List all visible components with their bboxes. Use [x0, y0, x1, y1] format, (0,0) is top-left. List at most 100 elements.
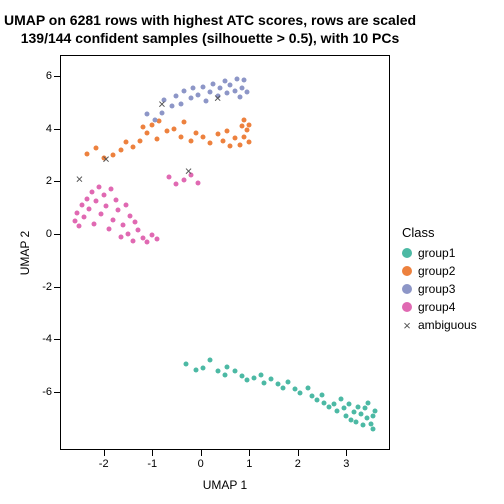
y-tick [54, 234, 60, 235]
y-tick-label: -4 [32, 333, 52, 345]
x-tick-label: 3 [343, 458, 349, 470]
data-point-group1 [358, 412, 363, 417]
data-point-group2 [208, 141, 213, 146]
data-point-group1 [364, 416, 369, 421]
x-tick [346, 450, 347, 456]
data-point-group4 [87, 207, 92, 212]
plot-area: ××××× [60, 55, 390, 450]
data-point-group3 [244, 89, 249, 94]
y-tick-label: 4 [32, 123, 52, 135]
data-point-ambiguous: × [214, 92, 222, 105]
data-point-group1 [368, 421, 373, 426]
data-point-group4 [116, 208, 121, 213]
data-point-group2 [227, 143, 232, 148]
data-point-group2 [130, 145, 135, 150]
data-point-group3 [208, 89, 213, 94]
data-point-group2 [215, 132, 220, 137]
data-point-group1 [208, 358, 213, 363]
data-point-group3 [191, 85, 196, 90]
y-tick [54, 392, 60, 393]
data-point-ambiguous: × [102, 153, 110, 166]
data-point-group3 [196, 92, 201, 97]
legend-cross-icon: × [402, 320, 412, 330]
legend-swatch-icon [402, 266, 412, 276]
y-tick-label: 6 [32, 70, 52, 82]
data-point-group4 [196, 180, 201, 185]
data-point-group2 [140, 125, 145, 130]
data-point-group4 [72, 218, 77, 223]
data-point-group1 [373, 408, 378, 413]
data-point-group4 [91, 221, 96, 226]
data-point-group1 [215, 369, 220, 374]
data-point-group4 [84, 196, 89, 201]
y-tick [54, 339, 60, 340]
data-point-group3 [242, 78, 247, 83]
data-point-group4 [99, 212, 104, 217]
data-point-group1 [362, 405, 367, 410]
x-tick [249, 450, 250, 456]
data-point-group1 [244, 378, 249, 383]
data-point-group4 [108, 187, 113, 192]
data-point-group3 [203, 99, 208, 104]
data-point-group2 [189, 138, 194, 143]
data-point-group3 [225, 91, 230, 96]
plot-border [60, 55, 390, 450]
data-point-group1 [305, 386, 310, 391]
data-point-group4 [111, 217, 116, 222]
data-point-group1 [354, 420, 359, 425]
data-point-group4 [89, 189, 94, 194]
x-tick [152, 450, 153, 456]
data-point-group2 [247, 139, 252, 144]
title-line-1: UMAP on 6281 rows with highest ATC score… [0, 12, 420, 30]
x-tick-label: 2 [295, 458, 301, 470]
data-point-group4 [133, 220, 138, 225]
data-point-group1 [193, 367, 198, 372]
data-point-group4 [113, 197, 118, 202]
data-point-group3 [169, 104, 174, 109]
data-point-group3 [218, 85, 223, 90]
data-point-group1 [341, 405, 346, 410]
data-point-group4 [77, 224, 82, 229]
data-point-group4 [118, 234, 123, 239]
data-point-group1 [269, 376, 274, 381]
data-point-group1 [259, 372, 264, 377]
data-point-group2 [247, 122, 252, 127]
data-point-group2 [242, 134, 247, 139]
data-point-group2 [84, 151, 89, 156]
data-point-group1 [339, 396, 344, 401]
data-point-group4 [74, 211, 79, 216]
data-point-group2 [242, 117, 247, 122]
data-point-group2 [150, 122, 155, 127]
data-point-group3 [145, 112, 150, 117]
x-tick-label: -2 [99, 458, 109, 470]
data-point-group3 [181, 88, 186, 93]
data-point-group4 [106, 226, 111, 231]
data-point-ambiguous: × [185, 164, 193, 177]
data-point-group4 [145, 239, 150, 244]
data-point-group1 [223, 372, 228, 377]
data-point-group1 [332, 401, 337, 406]
legend: Class group1group2group3group4×ambiguous [402, 225, 477, 334]
legend-label: ambiguous [418, 318, 477, 332]
data-point-group3 [152, 117, 157, 122]
data-point-group2 [193, 130, 198, 135]
y-tick-label: 0 [32, 228, 52, 240]
data-point-group4 [79, 203, 84, 208]
data-point-group3 [174, 93, 179, 98]
data-point-group1 [184, 362, 189, 367]
data-point-group1 [315, 397, 320, 402]
data-point-group3 [232, 88, 237, 93]
data-point-group1 [201, 366, 206, 371]
data-point-group4 [123, 203, 128, 208]
data-point-group1 [298, 391, 303, 396]
data-point-group4 [94, 199, 99, 204]
data-point-group2 [225, 129, 230, 134]
title-line-2: 139/144 confident samples (silhouette > … [0, 30, 420, 48]
data-point-group4 [121, 222, 126, 227]
data-point-group1 [334, 408, 339, 413]
legend-label: group4 [418, 300, 455, 314]
data-point-group4 [155, 237, 160, 242]
y-tick [54, 287, 60, 288]
data-point-group4 [101, 192, 106, 197]
data-point-group1 [351, 409, 356, 414]
